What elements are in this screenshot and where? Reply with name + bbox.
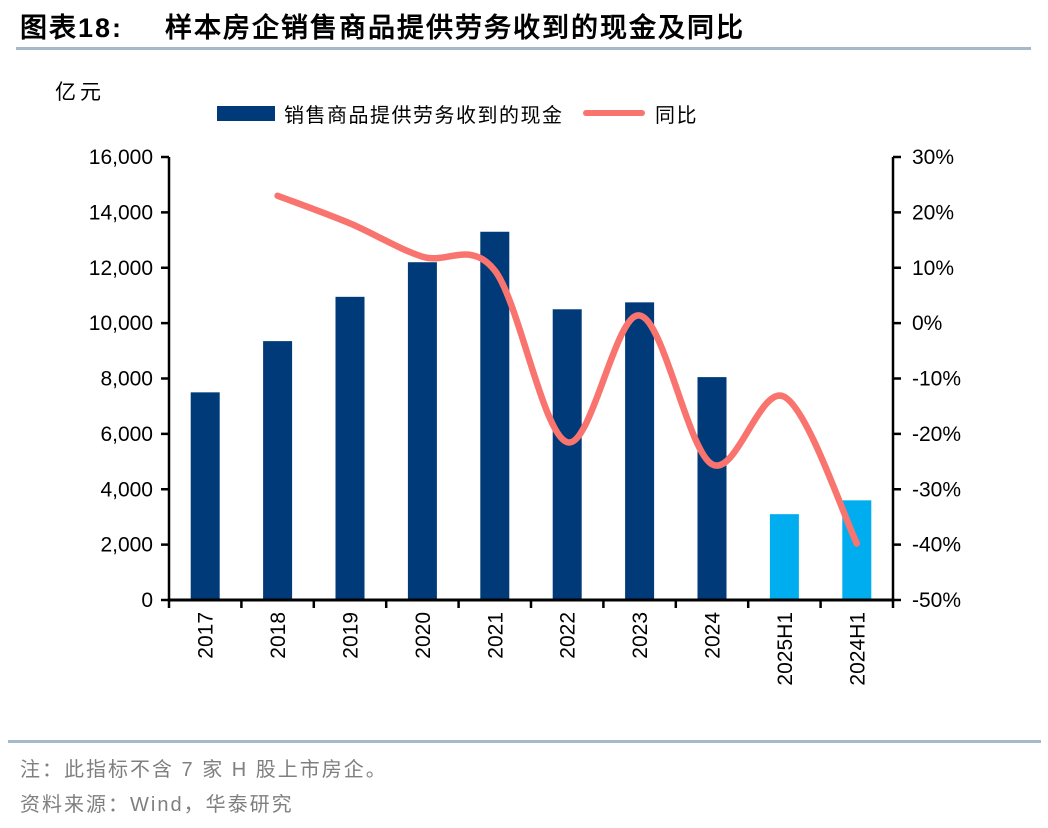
x-axis-label-2019: 2019 <box>340 612 363 659</box>
yoy-line <box>274 192 861 547</box>
right-axis-tick-label: 0% <box>912 312 942 335</box>
x-axis-label-2024H1: 2024H1 <box>846 612 869 686</box>
left-axis-tick-label: 16,000 <box>89 146 153 169</box>
left-axis-tick-label: 2,000 <box>100 534 153 557</box>
chart-note: 注：此指标不含 7 家 H 股上市房企。 <box>20 759 388 781</box>
left-axis-tick-label: 4,000 <box>100 478 153 501</box>
bar-legend-swatch <box>217 105 275 121</box>
x-axis-label-2021: 2021 <box>484 612 507 659</box>
page-title: 图表18: 样本房企销售商品提供劳务收到的现金及同比 <box>20 6 745 45</box>
bar-2019 <box>335 296 365 600</box>
x-axis-label-2022: 2022 <box>557 612 580 659</box>
bar-2018 <box>263 341 293 600</box>
x-axis-label-2018: 2018 <box>267 612 290 659</box>
bar-2023 <box>625 302 655 600</box>
left-axis-unit-label: 亿元 <box>55 81 105 104</box>
left-axis-tick-label: 6,000 <box>100 423 153 446</box>
bar-2024 <box>697 377 727 600</box>
x-axis-label-2023: 2023 <box>629 612 652 659</box>
right-axis-tick-label: 10% <box>912 257 954 280</box>
x-axis-label-2024: 2024 <box>702 612 725 659</box>
chart-source: 资料来源：Wind，华泰研究 <box>20 794 294 816</box>
footer-divider <box>8 740 1041 743</box>
bar-2017 <box>190 392 220 600</box>
chart-number: 图表18: <box>20 13 124 43</box>
right-axis-tick-label: 20% <box>912 201 954 224</box>
right-axis-tick-label: -40% <box>912 534 961 557</box>
legend-item-bar: 销售商品提供劳务收到的现金 <box>217 98 564 128</box>
bar-2025H1 <box>769 514 799 600</box>
left-axis-tick-label: 14,000 <box>89 201 153 224</box>
legend-item-line: 同比 <box>583 98 698 128</box>
x-axis-label-2025H1: 2025H1 <box>774 612 797 686</box>
right-axis-tick-label: -50% <box>912 589 961 612</box>
right-axis-tick-label: 30% <box>912 146 954 169</box>
right-axis-tick-label: -30% <box>912 478 961 501</box>
line-legend-swatch <box>583 110 645 116</box>
left-axis-tick-label: 12,000 <box>89 257 153 280</box>
bar-2020 <box>407 262 437 600</box>
chart-title-text: 样本房企销售商品提供劳务收到的现金及同比 <box>165 13 746 43</box>
bar-legend-label: 销售商品提供劳务收到的现金 <box>284 104 564 127</box>
line-legend-label: 同比 <box>655 104 698 127</box>
left-axis-tick-label: 0 <box>141 589 153 612</box>
bar-2022 <box>552 309 582 600</box>
x-axis-label-2020: 2020 <box>412 612 435 659</box>
title-divider <box>16 47 1031 50</box>
right-axis-tick-label: -20% <box>912 423 961 446</box>
left-axis-tick-label: 8,000 <box>100 368 153 391</box>
x-axis-label-2017: 2017 <box>195 612 218 659</box>
right-axis-tick-label: -10% <box>912 368 961 391</box>
left-axis-tick-label: 10,000 <box>89 312 153 335</box>
